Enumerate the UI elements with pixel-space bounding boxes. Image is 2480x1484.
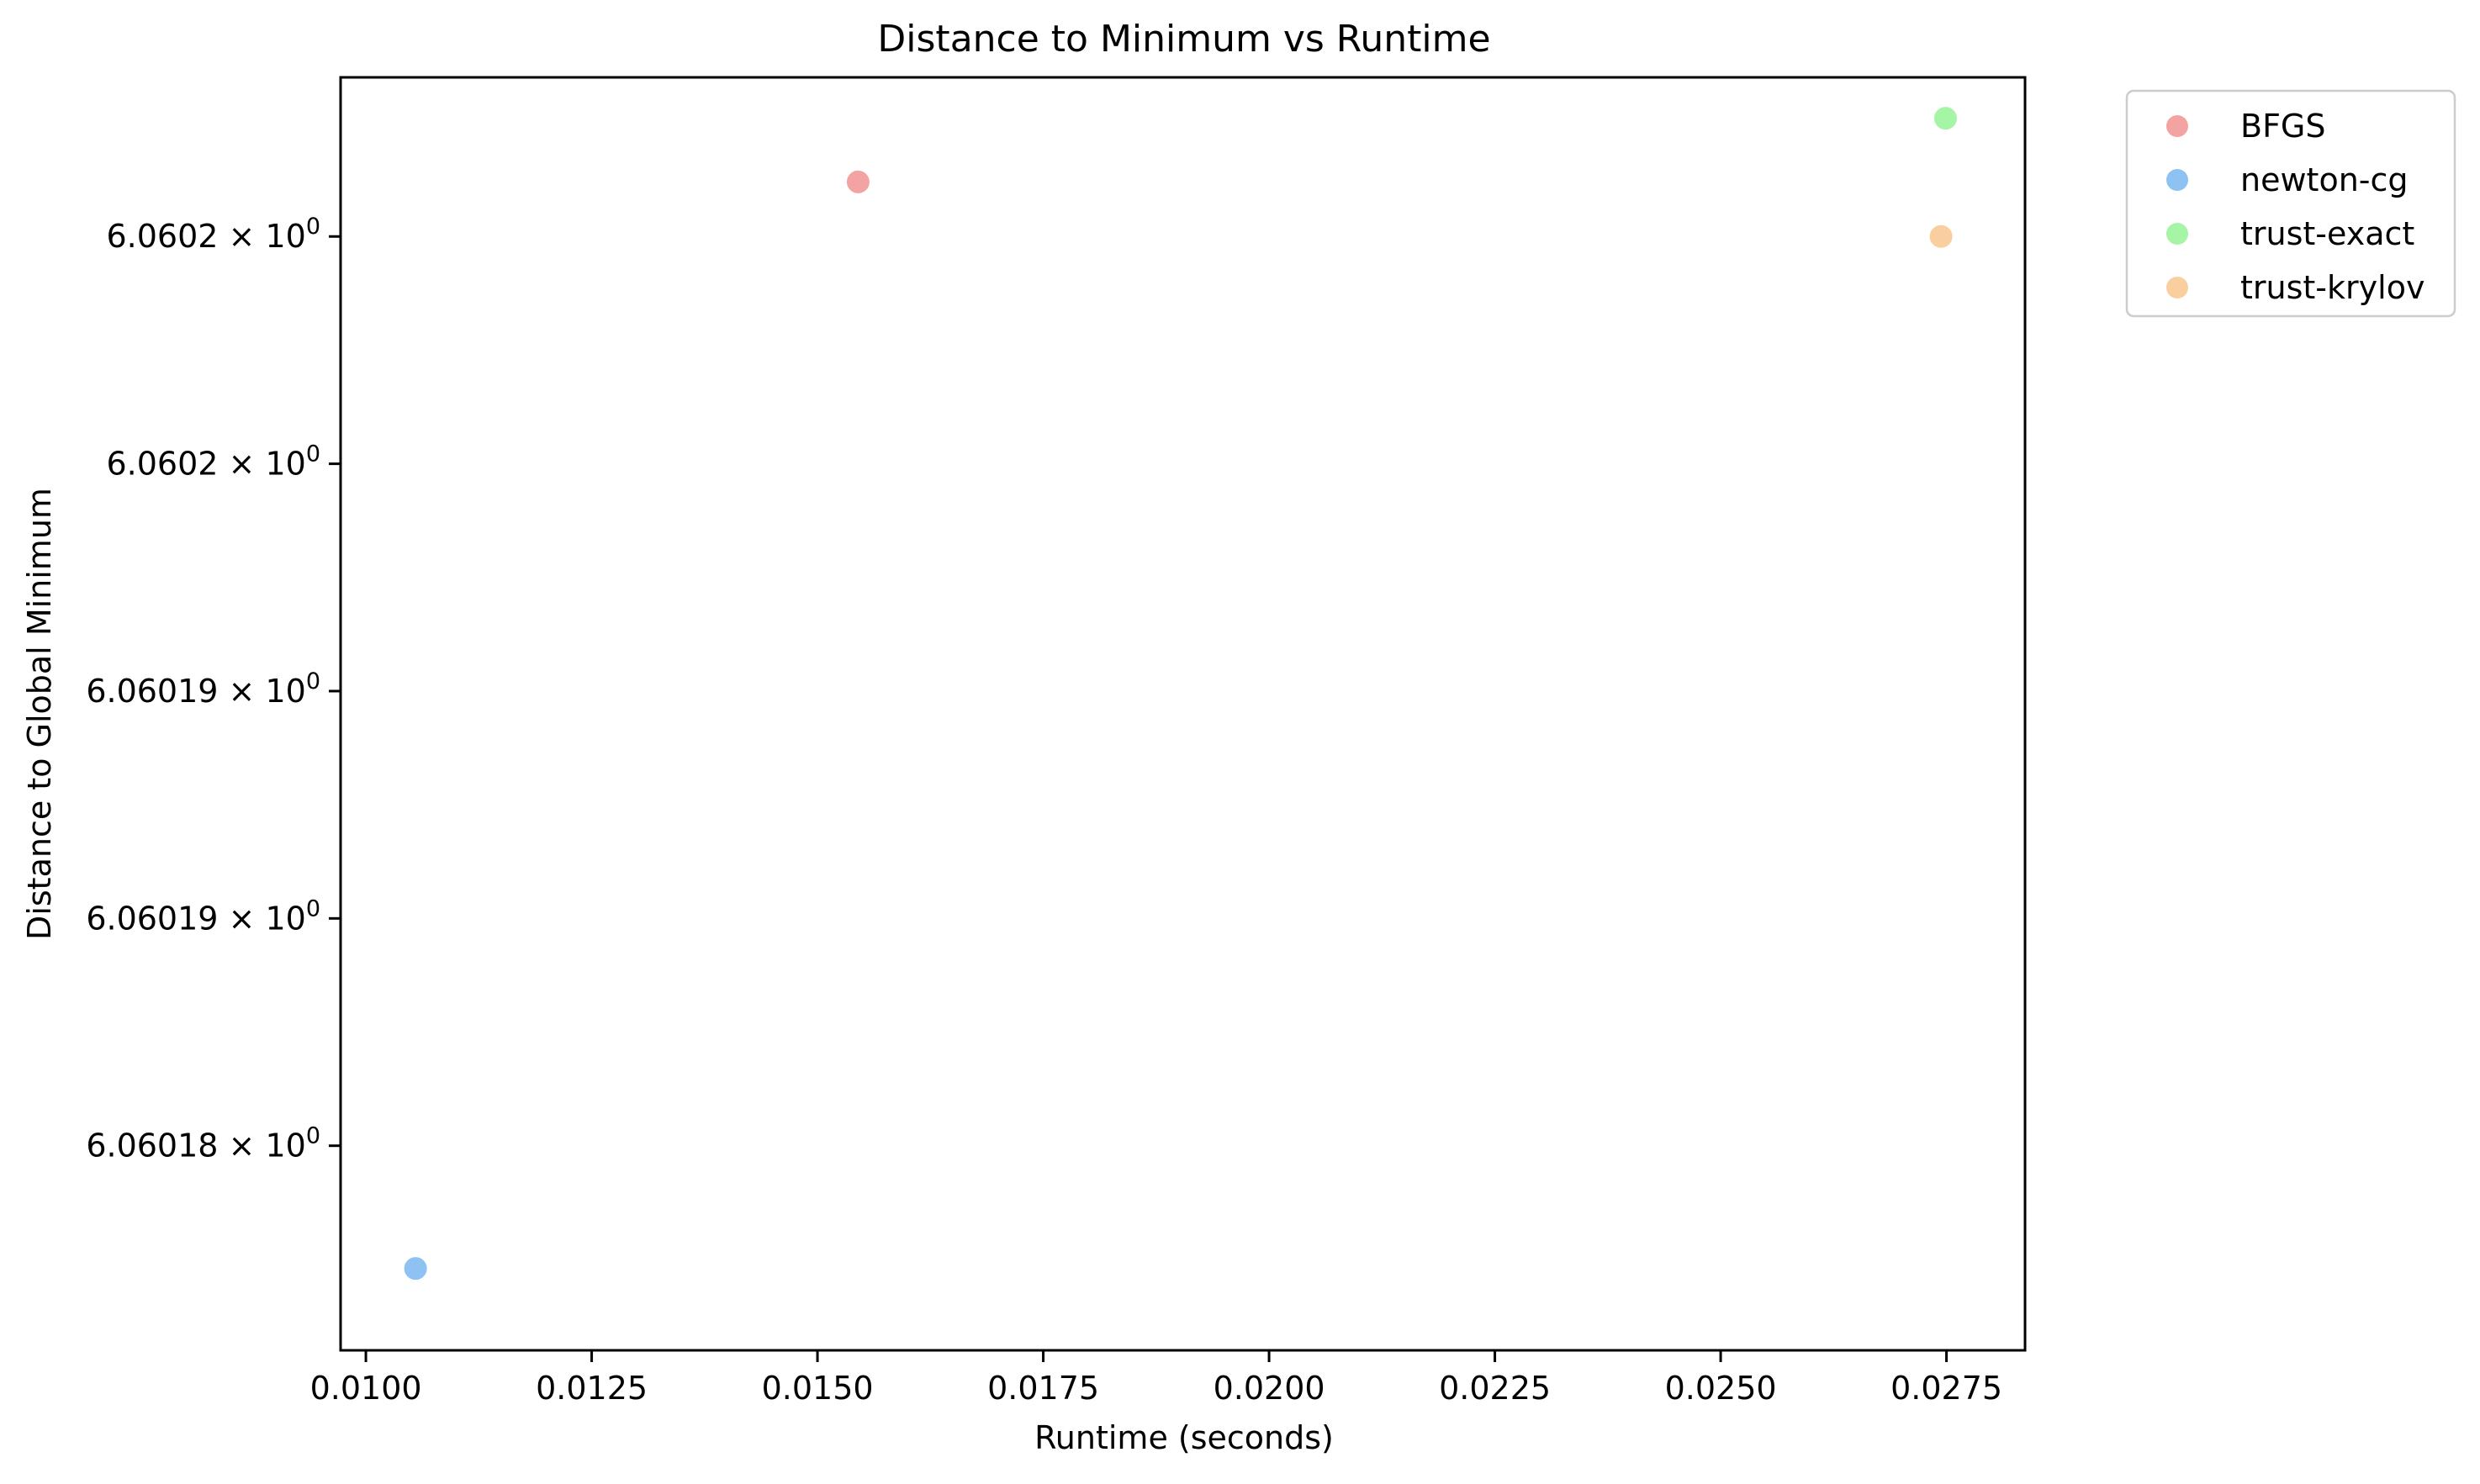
y-axis-ticks: 6.0602 × 100 6.0602 × 100 6.06019 × 100 6.0… bbox=[86, 214, 341, 1164]
x-tick-label: 0.0275 bbox=[1890, 1370, 2002, 1407]
data-point-bfgs bbox=[846, 170, 870, 193]
legend-marker bbox=[2166, 223, 2188, 245]
legend-label: BFGS bbox=[2240, 108, 2326, 145]
y-tick-label: 6.06019 × 100 bbox=[86, 895, 320, 937]
legend-label: trust-krylov bbox=[2240, 269, 2424, 306]
x-tick-label: 0.0100 bbox=[310, 1370, 422, 1407]
legend-marker bbox=[2166, 277, 2188, 298]
legend-frame bbox=[2125, 89, 2456, 318]
data-point-newton-cg bbox=[404, 1257, 427, 1281]
chart-title: Distance to Minimum vs Runtime bbox=[877, 18, 1490, 61]
x-tick-label: 0.0200 bbox=[1214, 1370, 1325, 1407]
y-axis-label: Distance to Global Minimum bbox=[21, 488, 58, 940]
x-tick-label: 0.0175 bbox=[987, 1370, 1099, 1407]
legend-marker bbox=[2166, 169, 2188, 191]
legend-label: newton-cg bbox=[2240, 161, 2409, 198]
x-tick-label: 0.0250 bbox=[1665, 1370, 1777, 1407]
y-tick-label: 6.0602 × 100 bbox=[106, 214, 320, 255]
data-points bbox=[404, 107, 1957, 1281]
x-tick-label: 0.0150 bbox=[762, 1370, 874, 1407]
y-tick-label: 6.06019 × 100 bbox=[86, 668, 320, 710]
x-tick-label: 0.0125 bbox=[536, 1370, 648, 1407]
legend-marker bbox=[2166, 115, 2188, 137]
legend: BFGS newton-cg trust-exact trust-krylov bbox=[2125, 89, 2456, 318]
legend-label: trust-exact bbox=[2240, 215, 2414, 252]
x-axis-ticks: 0.0100 0.0125 0.0150 0.0175 0.0200 0.0225 0.02… bbox=[310, 1350, 2002, 1407]
y-tick-label: 6.0602 × 100 bbox=[106, 441, 320, 483]
data-point-trust-exact bbox=[1933, 107, 1957, 130]
x-tick-label: 0.0225 bbox=[1439, 1370, 1551, 1407]
data-point-trust-krylov bbox=[1929, 224, 1953, 248]
plot-area bbox=[339, 76, 2027, 1352]
y-tick-label: 6.06018 × 100 bbox=[86, 1123, 320, 1164]
x-axis-label: Runtime (seconds) bbox=[1034, 1419, 1334, 1456]
